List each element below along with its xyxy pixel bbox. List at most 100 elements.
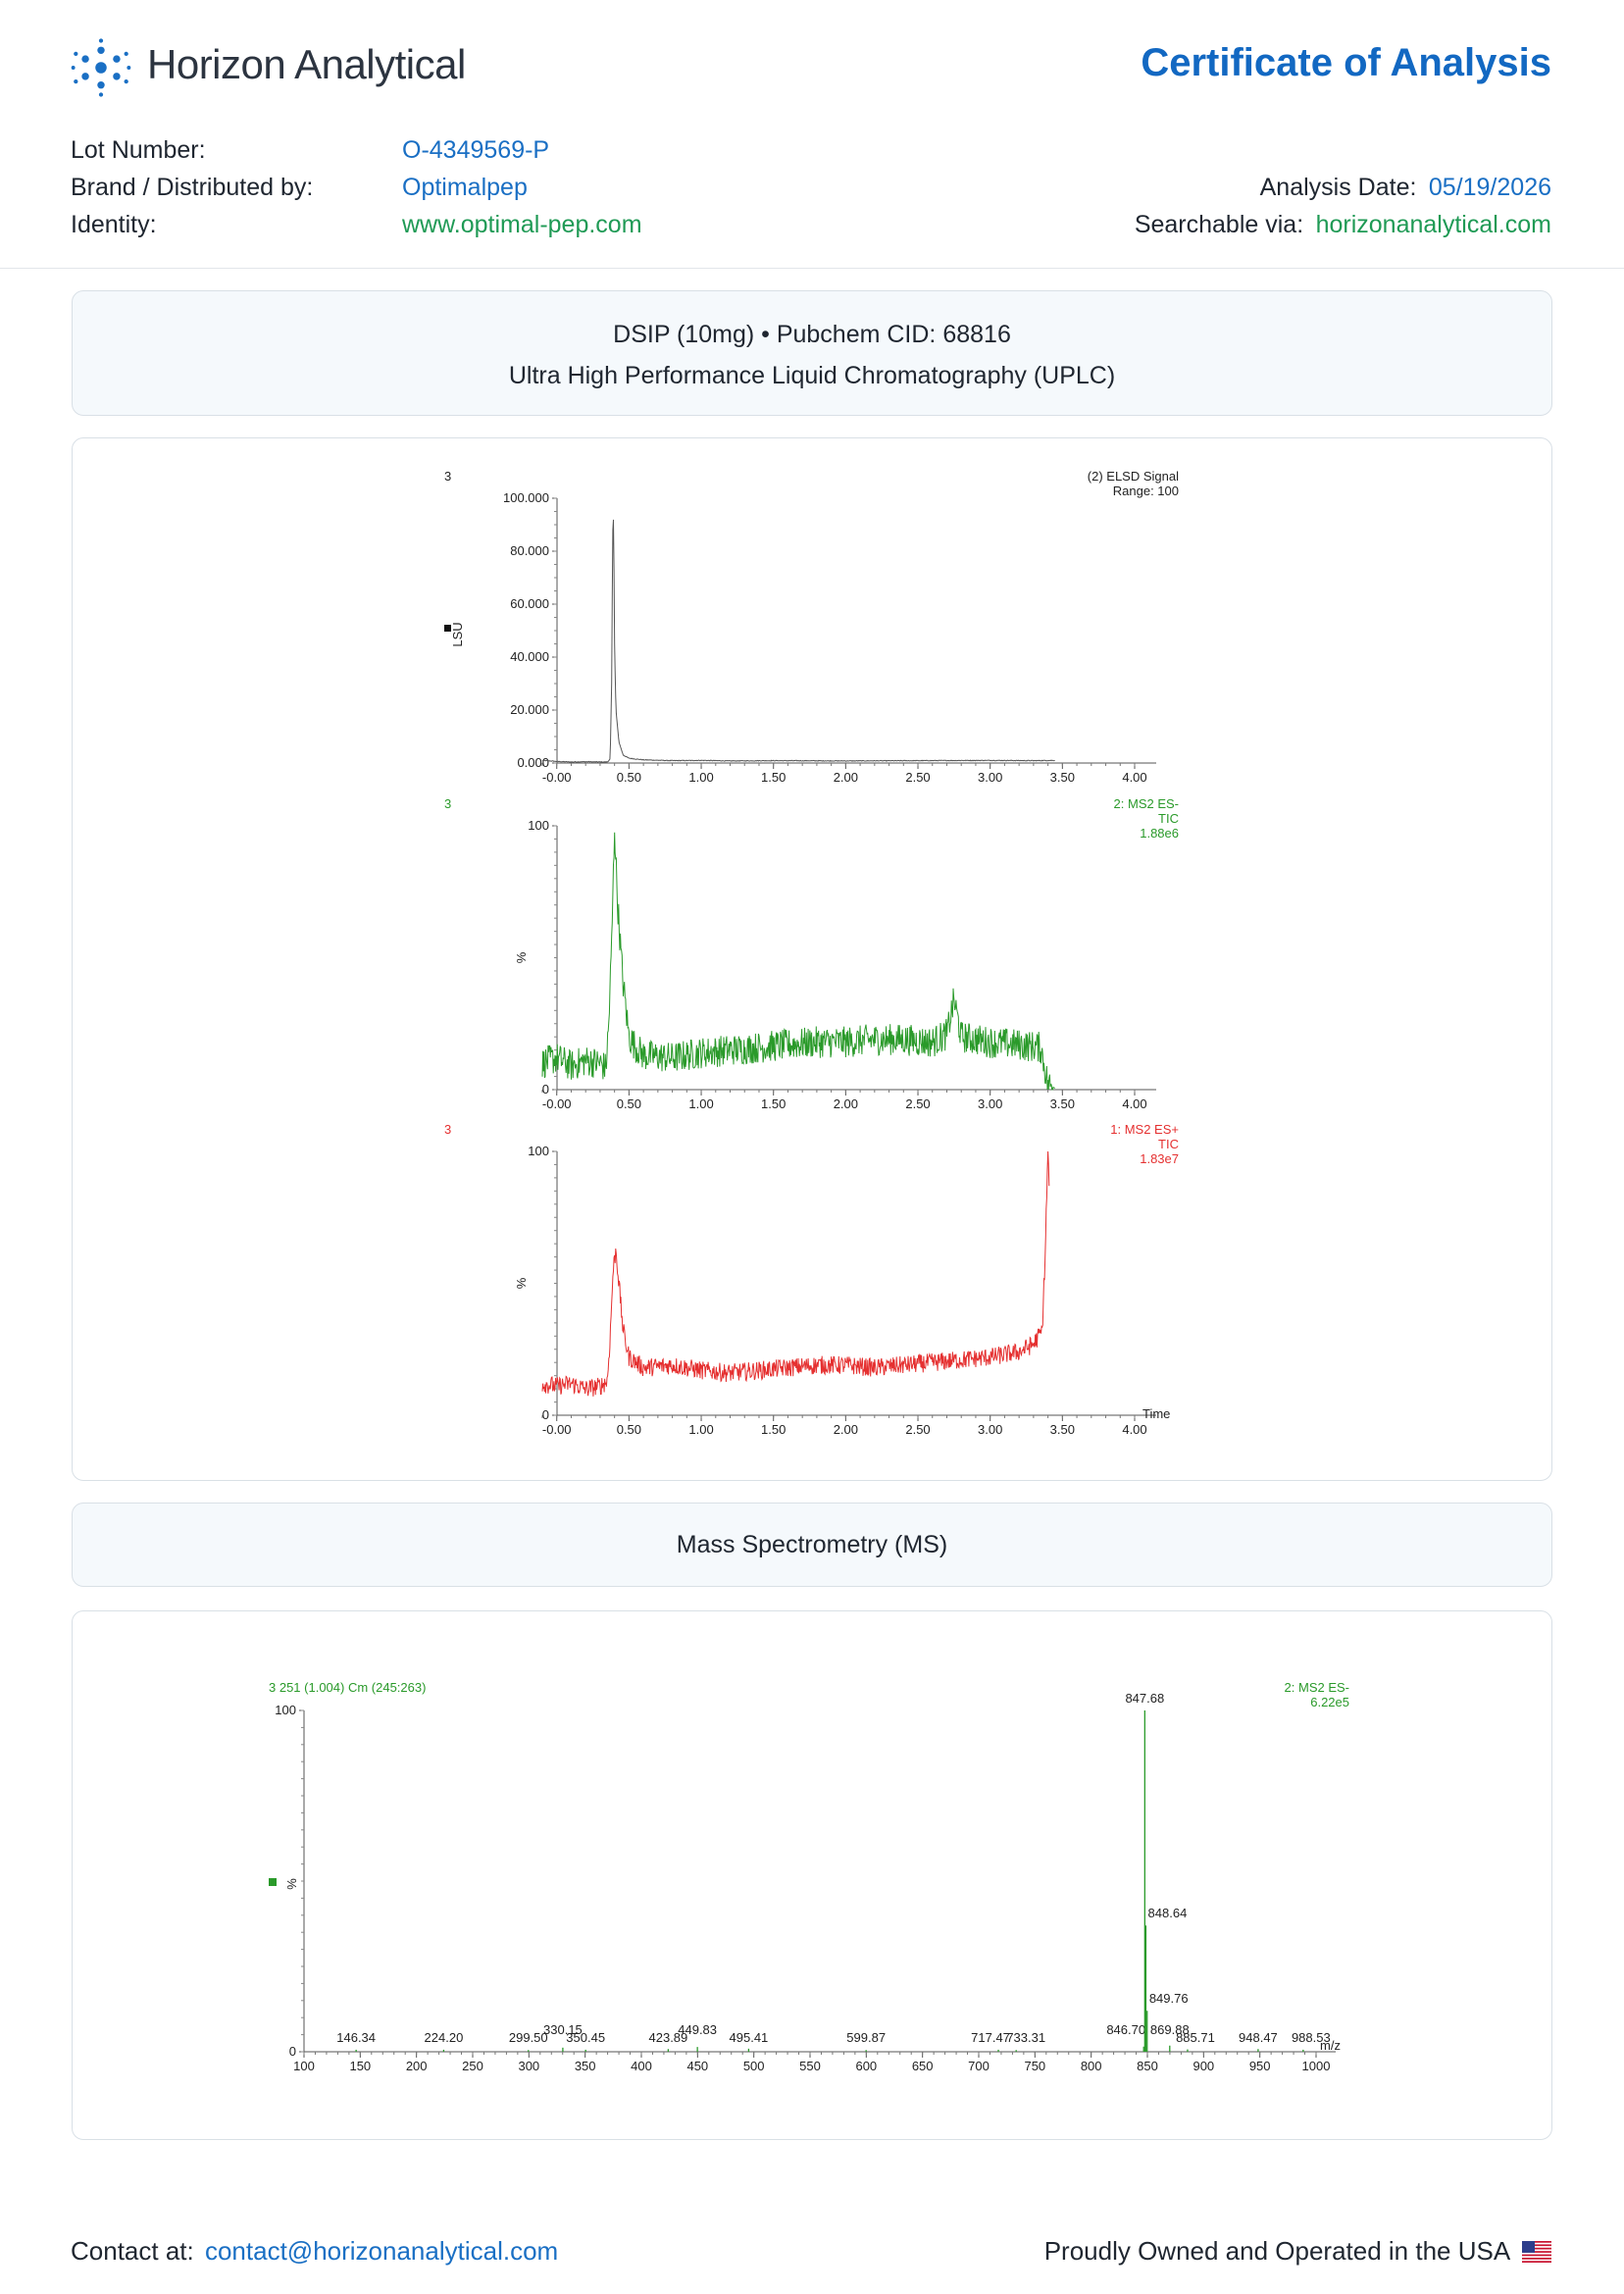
- ms-legend-label: 6.22e5: [1310, 1695, 1349, 1709]
- ms-x-tick-label: 400: [631, 2059, 652, 2073]
- ms-x-tick-label: 500: [743, 2059, 765, 2073]
- ms-peak-label: 869.88: [1150, 2022, 1190, 2037]
- ms-pos-tic-x-tick-label: 1.50: [761, 1422, 786, 1437]
- ms-peak-label: 330.15: [543, 2022, 583, 2037]
- ms-pos-tic-x-tick-label: 3.00: [978, 1422, 1002, 1437]
- ms-pos-tic-x-tick-label: 1.00: [688, 1422, 713, 1437]
- ms-pos-tic-x-tick-label: 2.50: [905, 1422, 930, 1437]
- ms-pos-tic-y-tick-label: 100: [528, 1144, 549, 1158]
- ms-peak-label: 885.71: [1176, 2030, 1215, 2045]
- ms-x-tick-label: 200: [406, 2059, 428, 2073]
- ms-x-tick-label: 850: [1137, 2059, 1158, 2073]
- ms-spectrum-chart: 3 251 (1.004) Cm (245:263) 2: MS2 ES-6.22…: [269, 1680, 1349, 2073]
- analysis-date-value: 05/19/2026: [1428, 174, 1551, 201]
- ms-x-tick-label: 150: [349, 2059, 371, 2073]
- ms-pos-tic-y-label: %: [514, 1277, 529, 1289]
- ms-title: Mass Spectrometry (MS): [676, 1531, 948, 1558]
- document-title: Certificate of Analysis: [1141, 41, 1551, 84]
- ms-marker-icon: [269, 1878, 277, 1886]
- ms-neg-tic-legend-label: 1.88e6: [1140, 826, 1179, 841]
- ms-peak-label: 599.87: [846, 2030, 886, 2045]
- company-name: Horizon Analytical: [147, 41, 466, 87]
- elsd-x-tick-label: -0.00: [542, 770, 572, 785]
- contact-email-link[interactable]: contact@horizonanalytical.com: [204, 2236, 559, 2266]
- ms-pos-tic-x-label: Time: [1142, 1406, 1170, 1421]
- ms-x-tick-label: 250: [462, 2059, 483, 2073]
- ms-neg-tic-y-tick-label: 0: [542, 1082, 549, 1096]
- molecule-dots-icon: [71, 38, 131, 97]
- searchable-link[interactable]: horizonanalytical.com: [1315, 211, 1551, 238]
- elsd-x-tick-label: 4.00: [1122, 770, 1146, 785]
- elsd-series-line: [541, 519, 1055, 763]
- ms-peak-label: 848.64: [1148, 1906, 1188, 1920]
- elsd-legend-label: (2) ELSD Signal: [1088, 469, 1179, 484]
- ms-pos-tic-legend-label: 1: MS2 ES+: [1110, 1122, 1179, 1137]
- ms-peak-label: 146.34: [336, 2030, 376, 2045]
- chromatogram-panel: 3 (2) ELSD Signal Range: 100 -0.00 0.50 1.00 1…: [72, 437, 1552, 1481]
- elsd-x-tick-label: 0.50: [617, 770, 641, 785]
- ms-pos-tic-scan-label: 3: [444, 1122, 451, 1137]
- ms-peak-label: 299.50: [509, 2030, 548, 2045]
- ms-x-tick-label: 700: [968, 2059, 990, 2073]
- ms-neg-tic-legend-label: 2: MS2 ES-: [1114, 796, 1179, 811]
- ms-peak-label: 948.47: [1239, 2030, 1278, 2045]
- ms-peak-label: 449.83: [678, 2022, 717, 2037]
- ms-x-tick-label: 750: [1024, 2059, 1045, 2073]
- elsd-x-tick-label: 1.00: [688, 770, 713, 785]
- ms-peak-label: 224.20: [425, 2030, 464, 2045]
- ms-neg-tic-y-tick-label: 100: [528, 818, 549, 833]
- ms-peak-label: 350.45: [566, 2030, 605, 2045]
- elsd-scan-label: 3: [444, 469, 451, 484]
- ms-x-tick-label: 550: [799, 2059, 821, 2073]
- ms-x-tick-label: 650: [912, 2059, 934, 2073]
- brand-value: Optimalpep: [402, 174, 528, 201]
- ms-title-box: Mass Spectrometry (MS): [72, 1503, 1552, 1587]
- ms-neg-tic-legend-label: TIC: [1158, 811, 1179, 826]
- elsd-x-tick-label: 3.00: [978, 770, 1002, 785]
- elsd-y-tick-label: 40.000: [510, 649, 549, 664]
- ms-x-label: m/z: [1320, 2038, 1341, 2053]
- ms-x-tick-label: 100: [293, 2059, 315, 2073]
- ms-pos-tic-x-tick-label: 0.50: [617, 1422, 641, 1437]
- ms-neg-tic-y-label: %: [514, 951, 529, 963]
- elsd-x-tick-label: 1.50: [761, 770, 786, 785]
- ms-y-tick-label: 100: [275, 1703, 296, 1717]
- ms-neg-tic-x-tick-label: 1.50: [761, 1096, 786, 1111]
- us-flag-icon: [1522, 2241, 1551, 2263]
- elsd-x-tick-label: 3.50: [1050, 770, 1075, 785]
- uplc-title-box: DSIP (10mg) • Pubchem CID: 68816 Ultra H…: [72, 290, 1552, 416]
- footer-contact: Contact at: contact@horizonanalytical.co…: [71, 2236, 558, 2267]
- lot-number-value: O-4349569-P: [402, 136, 550, 164]
- ms-pos-tic-legend-label: 1.83e7: [1140, 1151, 1179, 1166]
- ms-neg-tic-x-tick-label: 1.00: [688, 1096, 713, 1111]
- elsd-y-tick-label: 0.000: [517, 755, 549, 770]
- ms-x-tick-label: 300: [518, 2059, 539, 2073]
- elsd-y-tick-label: 100.000: [503, 490, 549, 505]
- ms-pos-tic-y-tick-label: 0: [542, 1407, 549, 1422]
- method-title: Ultra High Performance Liquid Chromatogr…: [508, 362, 1116, 389]
- ms-peak-label: 847.68: [1125, 1691, 1164, 1706]
- elsd-x-tick-label: 2.00: [834, 770, 858, 785]
- ms-neg-tic-x-tick-label: 3.00: [978, 1096, 1002, 1111]
- ms-neg-tic-x-tick-label: 4.00: [1122, 1096, 1146, 1111]
- ms-pos-tic-x-tick-label: -0.00: [542, 1422, 572, 1437]
- footer-usa: Proudly Owned and Operated in the USA: [1044, 2236, 1551, 2267]
- ms-x-tick-label: 800: [1081, 2059, 1102, 2073]
- ms-peak-label: 717.47: [971, 2030, 1010, 2045]
- ms-x-tick-label: 950: [1249, 2059, 1271, 2073]
- ms-neg-tic-x-tick-label: 0.50: [617, 1096, 641, 1111]
- analysis-date-label: Analysis Date:: [1259, 174, 1417, 201]
- identity-link[interactable]: www.optimal-pep.com: [402, 211, 642, 238]
- ms-neg-tic-series-line: [541, 832, 1055, 1091]
- ms-scan-title: 3 251 (1.004) Cm (245:263): [269, 1680, 426, 1695]
- ms-legend-label: 2: MS2 ES-: [1285, 1680, 1349, 1695]
- elsd-legend-label: Range: 100: [1113, 484, 1179, 498]
- ms-spectrum-panel: 3 251 (1.004) Cm (245:263) 2: MS2 ES- 6.22…: [72, 1610, 1552, 2140]
- elsd-y-tick-label: 20.000: [510, 702, 549, 717]
- ms-pos-tic-legend-label: TIC: [1158, 1137, 1179, 1151]
- elsd-y-tick-label: 60.000: [510, 596, 549, 611]
- ms-x-tick-label: 350: [575, 2059, 596, 2073]
- compound-title: DSIP (10mg) • Pubchem CID: 68816: [613, 321, 1011, 348]
